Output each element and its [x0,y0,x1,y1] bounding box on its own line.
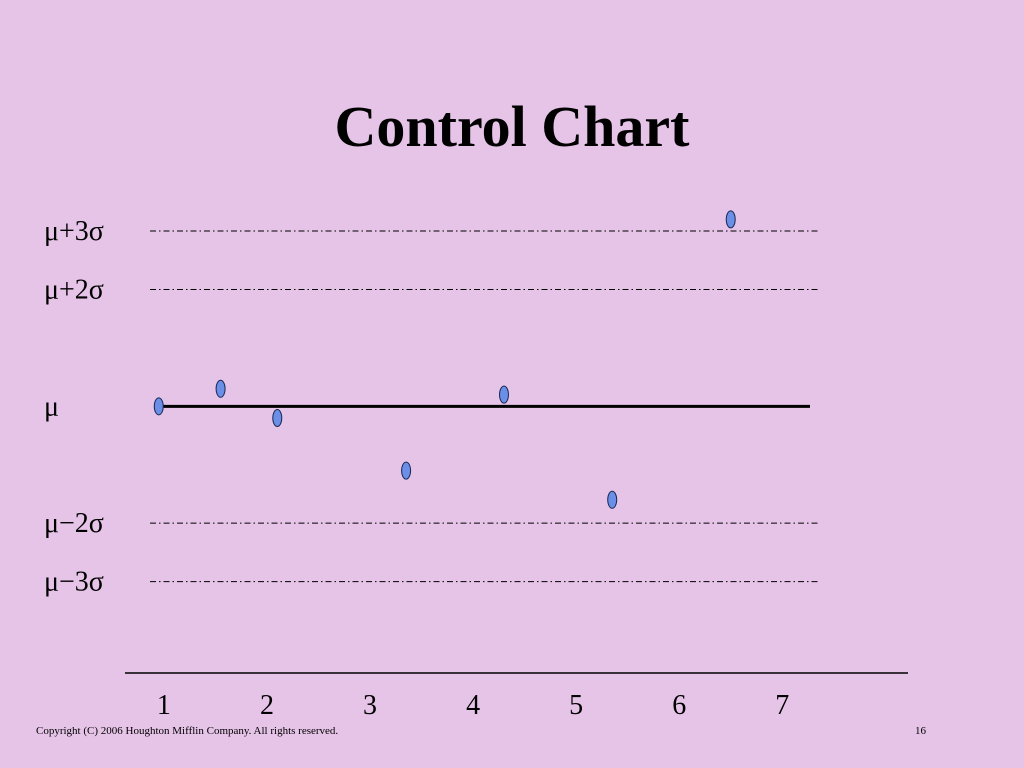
data-point [499,385,509,404]
x-tick-label: 3 [363,690,377,721]
data-point [272,409,283,427]
x-tick-label: 2 [260,690,274,721]
data-point [401,461,412,480]
reference-label-2: μ [44,391,59,422]
x-tick-label: 6 [672,690,686,721]
reference-label-1: μ+2σ [44,274,104,305]
x-tick-label: 4 [466,690,480,721]
data-point [725,210,736,229]
reference-label-0: μ+3σ [44,216,104,247]
x-tick-label: 1 [157,690,171,721]
x-tick-label: 7 [775,690,789,721]
x-tick-label: 5 [569,690,583,721]
reference-label-4: μ−3σ [44,567,104,598]
reference-label-3: μ−2σ [44,508,104,539]
page-number: 16 [915,725,926,737]
copyright-text: Copyright (C) 2006 Houghton Mifflin Comp… [36,725,339,737]
data-point [215,379,226,398]
data-point [607,490,618,509]
data-point [153,397,164,416]
slide-title: Control Chart [334,94,690,159]
